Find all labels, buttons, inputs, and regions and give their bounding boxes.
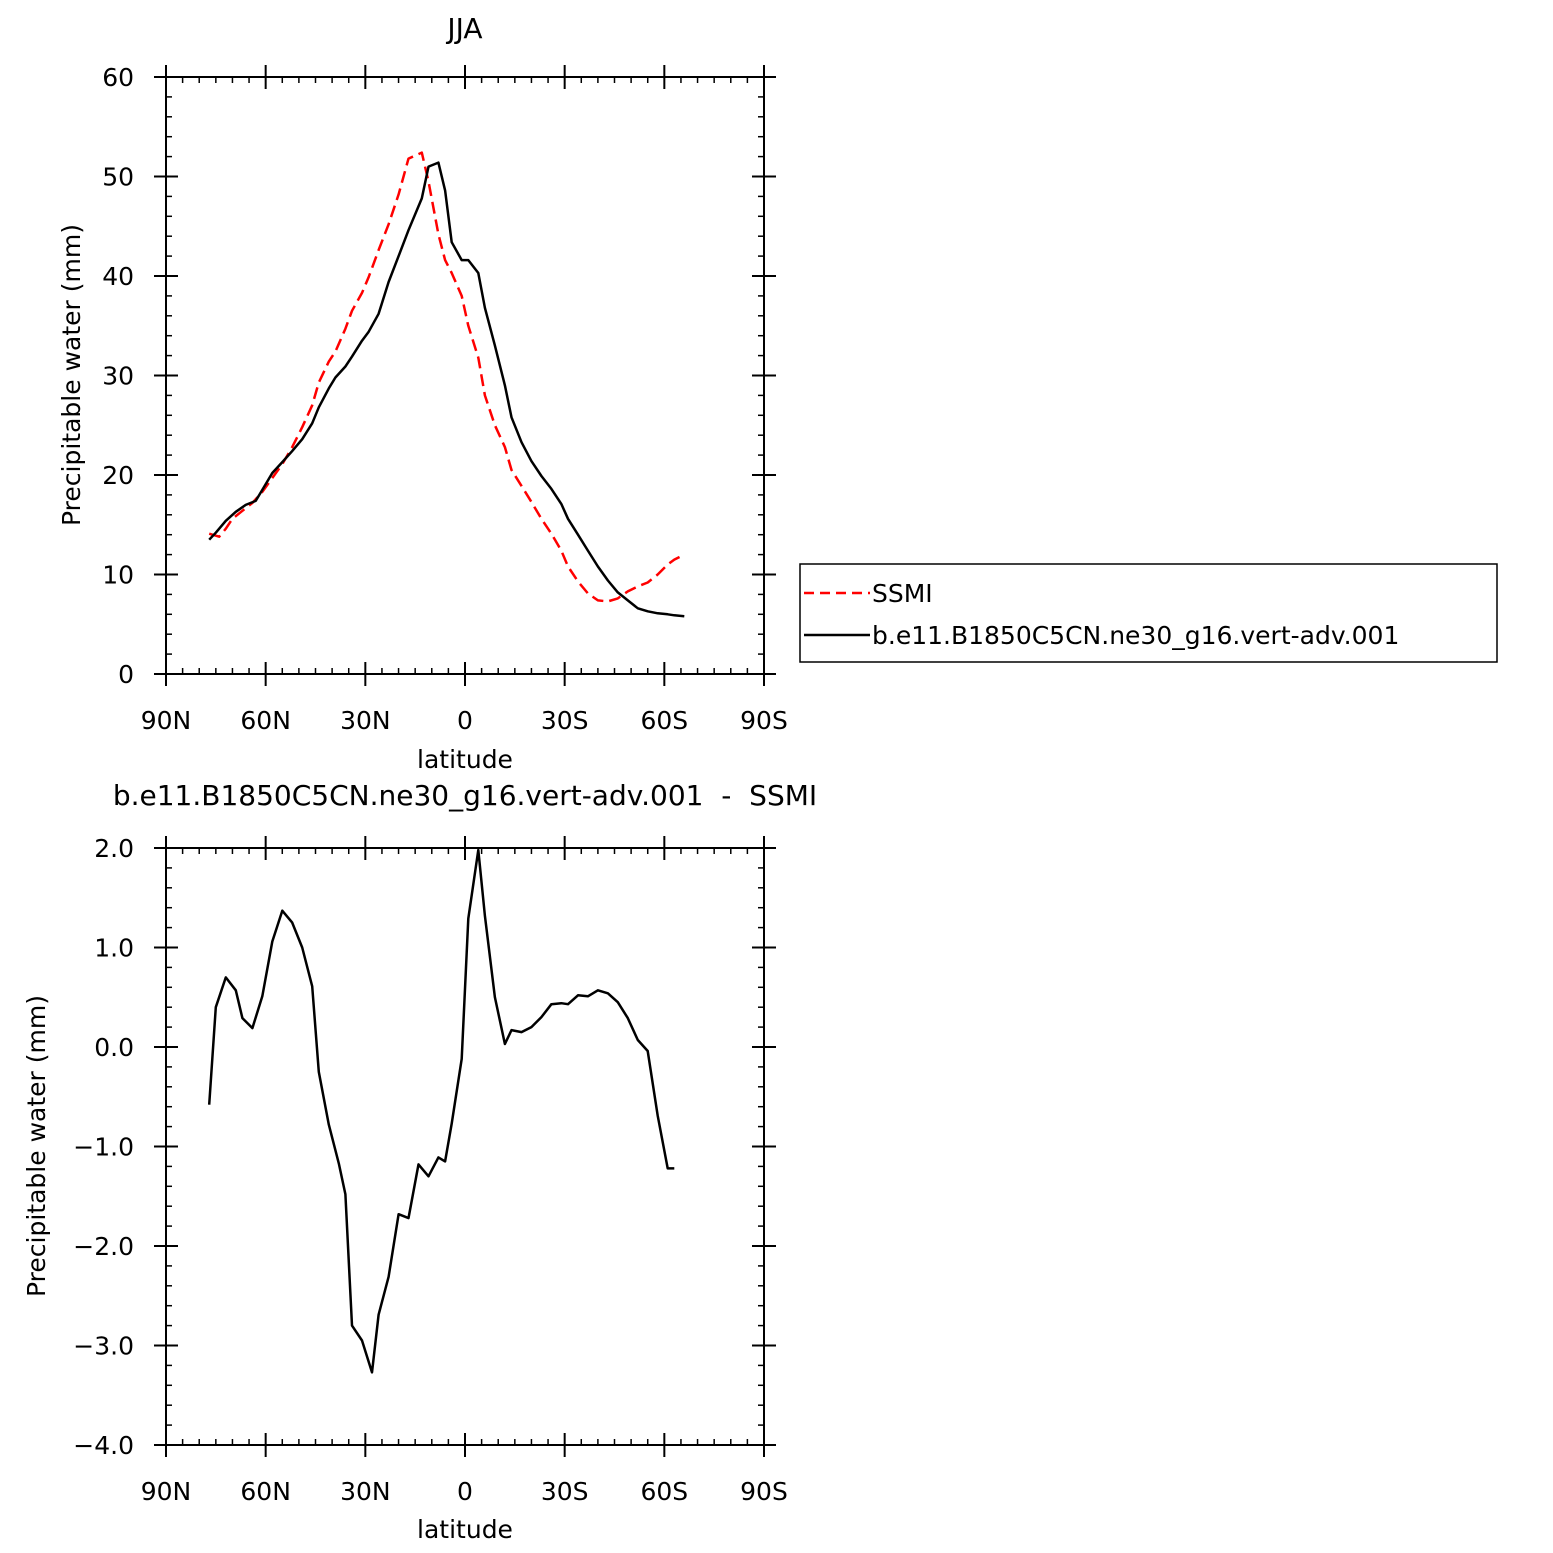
top-chart-x-tick-label: 60S: [640, 706, 688, 735]
top-chart-panel: JJA Precipitable water (mm) latitude 90N…: [57, 12, 788, 774]
bottom-chart-title: b.e11.B1850C5CN.ne30_g16.vert-adv.001 - …: [113, 779, 817, 812]
bottom-chart-x-tick-label: 0: [457, 1477, 473, 1506]
bottom-chart-y-tick-label: −4.0: [73, 1431, 134, 1460]
top-chart-y-tick-label: 50: [102, 163, 134, 192]
top-chart-x-tick-label: 0: [457, 706, 473, 735]
bottom-chart-x-tick-label: 30N: [340, 1477, 391, 1506]
top-chart-y-tick-label: 40: [102, 262, 134, 291]
top-chart-x-tick-label: 30N: [340, 706, 391, 735]
top-chart-xlabel: latitude: [417, 745, 513, 774]
top-chart-ylabel: Precipitable water (mm): [57, 224, 86, 526]
bottom-chart-y-tick-label: −1.0: [73, 1133, 134, 1162]
top-chart-x-tick-label: 90N: [141, 706, 192, 735]
bottom-chart-y-tick-label: 1.0: [94, 934, 134, 963]
bottom-chart-x-tick-label: 30S: [541, 1477, 589, 1506]
bottom-chart-series-line-1: [207, 848, 675, 1374]
legend-box: [799, 563, 1498, 663]
bottom-chart-panel: b.e11.B1850C5CN.ne30_g16.vert-adv.001 - …: [22, 779, 817, 1544]
legend-label-model: b.e11.B1850C5CN.ne30_g16.vert-adv.001: [872, 621, 1399, 650]
bottom-chart-xlabel: latitude: [417, 1515, 513, 1544]
top-chart-x-tick-label: 30S: [541, 706, 589, 735]
bottom-chart-y-tick-label: 0.0: [94, 1033, 134, 1062]
top-chart-y-tick-label: 0: [118, 660, 134, 689]
top-chart-title: JJA: [445, 12, 482, 45]
bottom-chart-x-tick-label: 90N: [141, 1477, 192, 1506]
top-chart-y-tick-label: 60: [102, 63, 134, 92]
top-chart-series-line-2: [208, 161, 685, 618]
bottom-chart-plot-frame: [165, 847, 765, 1446]
bottom-chart-x-tick-label: 60S: [640, 1477, 688, 1506]
bottom-chart-x-tick-label: 60N: [240, 1477, 291, 1506]
legend-label-ssmi: SSMI: [872, 579, 933, 608]
bottom-chart-y-tick-label: 2.0: [94, 834, 134, 863]
top-chart-series-line-1: [208, 151, 685, 603]
top-chart-y-tick-label: 20: [102, 461, 134, 490]
top-chart-x-tick-label: 60N: [240, 706, 291, 735]
top-chart-x-tick-label: 90S: [740, 706, 788, 735]
top-chart-y-tick-label: 10: [102, 561, 134, 590]
top-chart-legend: SSMI b.e11.B1850C5CN.ne30_g16.vert-adv.0…: [799, 563, 1498, 663]
bottom-chart-y-tick-label: −3.0: [73, 1332, 134, 1361]
bottom-chart-y-tick-label: −2.0: [73, 1232, 134, 1261]
top-chart-y-tick-label: 30: [102, 362, 134, 391]
bottom-chart-x-tick-label: 90S: [740, 1477, 788, 1506]
bottom-chart-ylabel: Precipitable water (mm): [22, 995, 51, 1297]
top-chart-plot-frame: [165, 76, 765, 675]
